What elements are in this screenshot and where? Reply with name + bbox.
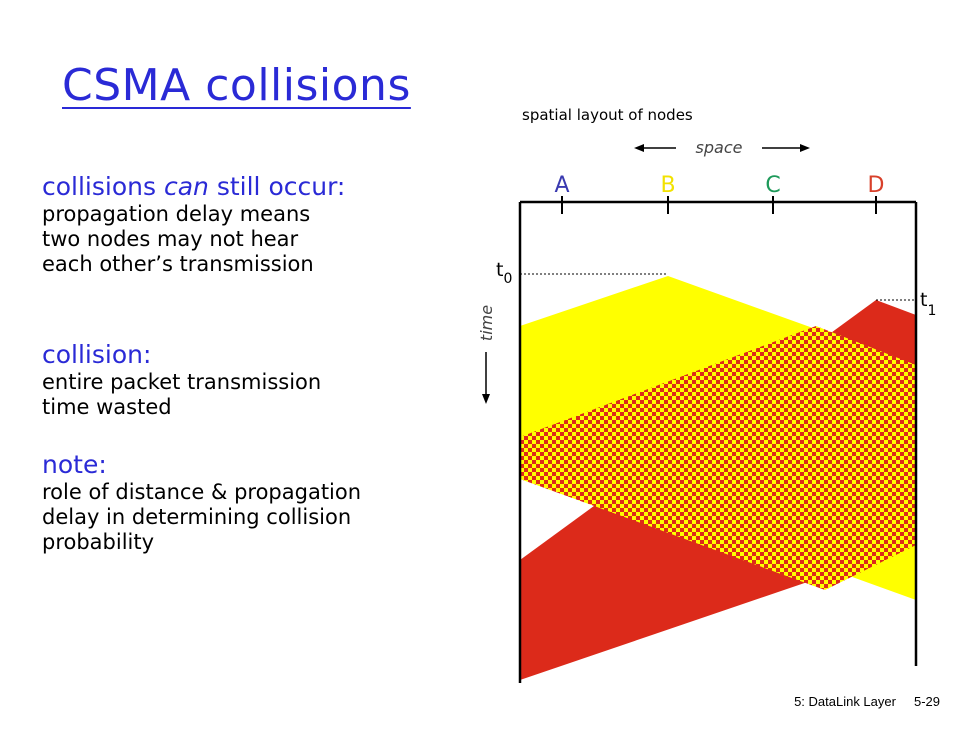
body-line: each other’s transmission bbox=[42, 252, 314, 276]
collision-region bbox=[520, 326, 916, 590]
section-note: note: role of distance & propagation del… bbox=[42, 450, 472, 555]
node-label: A bbox=[554, 173, 569, 198]
section-heading: note: bbox=[42, 450, 107, 479]
section-heading: collisions can still occur: bbox=[42, 172, 472, 202]
space-axis-arrow bbox=[634, 144, 810, 152]
heading-part: collisions bbox=[42, 172, 164, 201]
heading-emphasis: can bbox=[163, 172, 209, 201]
node-label: B bbox=[660, 173, 675, 198]
diagram-frame bbox=[518, 200, 918, 683]
body-line: probability bbox=[42, 530, 155, 554]
node-a: A bbox=[554, 173, 570, 214]
body-line: role of distance & propagation bbox=[42, 480, 362, 504]
time-axis-arrow bbox=[482, 352, 490, 404]
footer-section: 5: DataLink Layer bbox=[794, 694, 896, 709]
body-line: entire packet transmission bbox=[42, 370, 322, 394]
signal-regions bbox=[520, 276, 916, 680]
footer-page-number: 5-29 bbox=[913, 694, 940, 709]
space-label: space bbox=[696, 138, 743, 157]
t0-label: t0 bbox=[496, 259, 512, 287]
node-label: D bbox=[868, 173, 885, 198]
body-line: two nodes may not hear bbox=[42, 227, 299, 251]
body-line: time wasted bbox=[42, 395, 172, 419]
slide-footer: 5: DataLink Layer 5-29 bbox=[794, 694, 940, 709]
node-c: C bbox=[765, 173, 781, 214]
body-line: propagation delay means bbox=[42, 202, 311, 226]
heading-part: still occur: bbox=[208, 172, 346, 201]
t1-label: t1 bbox=[920, 289, 936, 319]
node-b: B bbox=[660, 173, 676, 214]
section-heading: collision: bbox=[42, 340, 152, 369]
time-label: time bbox=[477, 305, 496, 341]
diagram-caption: spatial layout of nodes bbox=[522, 106, 693, 124]
node-d: D bbox=[868, 173, 885, 214]
body-line: delay in determining collision bbox=[42, 505, 352, 529]
section-collisions-can-occur: collisions can still occur: propagation … bbox=[42, 172, 472, 277]
section-collision: collision: entire packet transmission ti… bbox=[42, 340, 472, 420]
slide-title: CSMA collisions bbox=[62, 60, 411, 111]
node-label: C bbox=[765, 173, 780, 198]
